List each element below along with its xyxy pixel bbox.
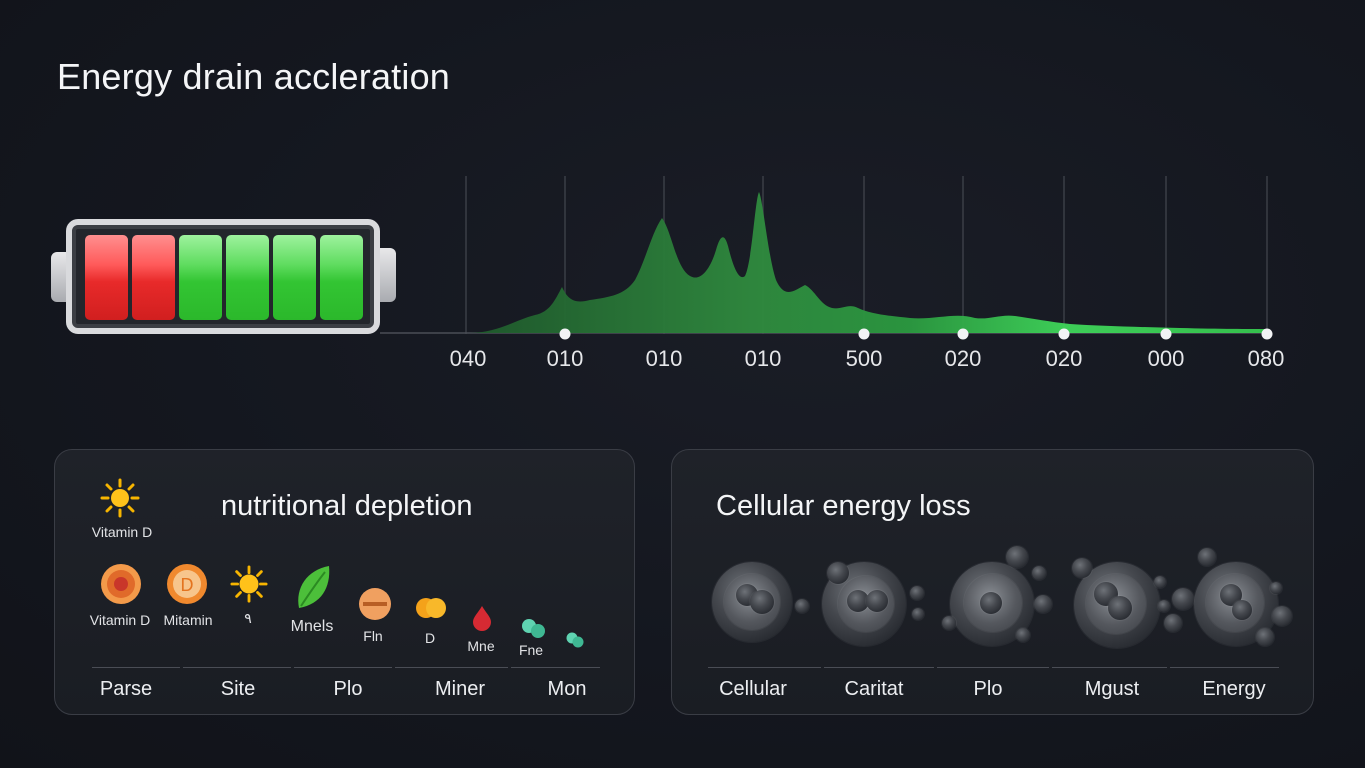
- tab-caritat[interactable]: Caritat: [844, 678, 904, 700]
- page-title: Energy drain accleration: [57, 56, 451, 97]
- tab-parse[interactable]: Parse: [99, 678, 153, 700]
- teal-beads-icon: [566, 632, 584, 648]
- x-tick-label: 010: [645, 346, 683, 371]
- organelle-icon: [750, 590, 774, 614]
- bubble-icon: [1072, 558, 1092, 578]
- x-tick-label: 500: [845, 346, 883, 371]
- tab-divider: [708, 667, 821, 668]
- cellular-panel: Cellular energy loss Cellular Caritat Pl…: [671, 449, 1314, 715]
- nutrition-title: nutritional depletion: [221, 490, 473, 522]
- bubble-icon: [1172, 588, 1194, 610]
- bubble-icon: [795, 599, 809, 613]
- tab-divider: [937, 667, 1049, 668]
- tab-site[interactable]: Site: [220, 678, 256, 700]
- tab-miner[interactable]: Miner: [434, 678, 486, 700]
- red-drop-icon: [473, 606, 491, 631]
- x-tick-label: 010: [744, 346, 782, 371]
- battery-terminal-right: [376, 248, 396, 302]
- nutrient-label: Mitamin: [163, 612, 213, 628]
- battery-icon: [66, 219, 380, 334]
- header-icon-label: Vitamin D: [91, 524, 153, 540]
- battery-cell-3: [179, 235, 222, 320]
- organelle-icon: [1108, 596, 1132, 620]
- nutrient-label: Vitamin D: [89, 612, 151, 628]
- bubble-icon: [1032, 566, 1046, 580]
- nutrition-panel: Vitamin D nutritional depletion Vitamin …: [54, 449, 635, 715]
- tab-divider: [1170, 667, 1279, 668]
- vitamin-d-coin-icon: D: [167, 564, 207, 604]
- cellular-title: Cellular energy loss: [716, 490, 971, 522]
- tab-divider: [1052, 667, 1167, 668]
- bubble-icon: [1198, 548, 1216, 566]
- organelle-icon: [980, 592, 1002, 614]
- pill-icon: [359, 588, 391, 620]
- x-axis-markers: [559, 328, 1273, 340]
- tab-divider: [92, 667, 180, 668]
- battery-cell-2: [132, 235, 175, 320]
- axis-marker: [1160, 328, 1172, 340]
- axis-marker: [559, 328, 571, 340]
- nutrient-label: Fne: [518, 642, 544, 658]
- bubble-icon: [912, 608, 924, 620]
- sun-icon: [230, 565, 268, 603]
- bubble-icon: [942, 616, 956, 630]
- nutrient-label: D: [424, 630, 436, 646]
- nutrient-label: Mnels: [290, 618, 334, 635]
- tab-energy[interactable]: Energy: [1202, 678, 1266, 700]
- axis-marker: [957, 328, 969, 340]
- bubble-icon: [1164, 614, 1182, 632]
- axis-marker: [1058, 328, 1070, 340]
- bubble-icon: [1034, 595, 1052, 613]
- virus-orb-icon: [101, 564, 141, 604]
- nutrient-label: Mne: [467, 638, 495, 654]
- battery-cell-1: [85, 235, 128, 320]
- bubble-icon: [1158, 600, 1170, 612]
- tab-divider: [511, 667, 600, 668]
- tab-divider: [395, 667, 508, 668]
- tab-cellular[interactable]: Cellular: [719, 678, 787, 700]
- tab-divider: [294, 667, 392, 668]
- tab-mon[interactable]: Mon: [547, 678, 587, 700]
- axis-marker: [1261, 328, 1273, 340]
- svg-text:D: D: [181, 575, 194, 595]
- tab-plo[interactable]: Plo: [973, 678, 1003, 700]
- leaf-icon: [298, 566, 330, 608]
- nutrient-label: ٩: [244, 610, 252, 626]
- bubble-icon: [910, 586, 924, 600]
- x-tick-label: 010: [546, 346, 584, 371]
- nutrient-label: Fln: [363, 628, 383, 644]
- axis-marker: [858, 328, 870, 340]
- tab-plo[interactable]: Plo: [333, 678, 363, 700]
- energy-drain-chart: [380, 176, 1273, 340]
- bubble-icon: [1272, 606, 1292, 626]
- x-tick-label: 020: [944, 346, 982, 371]
- teal-beads-icon: [522, 619, 545, 638]
- x-tick-label: 000: [1147, 346, 1185, 371]
- drain-area: [470, 192, 1266, 333]
- x-tick-label: 020: [1045, 346, 1083, 371]
- bubble-icon: [1016, 628, 1030, 642]
- organelle-icon: [866, 590, 888, 612]
- bubble-icon: [827, 562, 849, 584]
- sun-icon: [100, 478, 140, 518]
- bubble-icon: [1270, 582, 1282, 594]
- battery-cell-4: [226, 235, 269, 320]
- organelle-icon: [1232, 600, 1252, 620]
- battery-cell-5: [273, 235, 316, 320]
- x-tick-label: 080: [1247, 346, 1285, 371]
- x-tick-label: 040: [449, 346, 487, 371]
- tab-divider: [824, 667, 934, 668]
- bubble-icon: [1256, 628, 1274, 646]
- tab-mgust[interactable]: Mgust: [1084, 678, 1140, 700]
- capsule-pair-icon: [416, 598, 446, 618]
- battery-cell-6: [320, 235, 363, 320]
- organelle-icon: [847, 590, 869, 612]
- bubble-icon: [1154, 576, 1166, 588]
- bubble-icon: [1006, 546, 1028, 568]
- tab-divider: [183, 667, 291, 668]
